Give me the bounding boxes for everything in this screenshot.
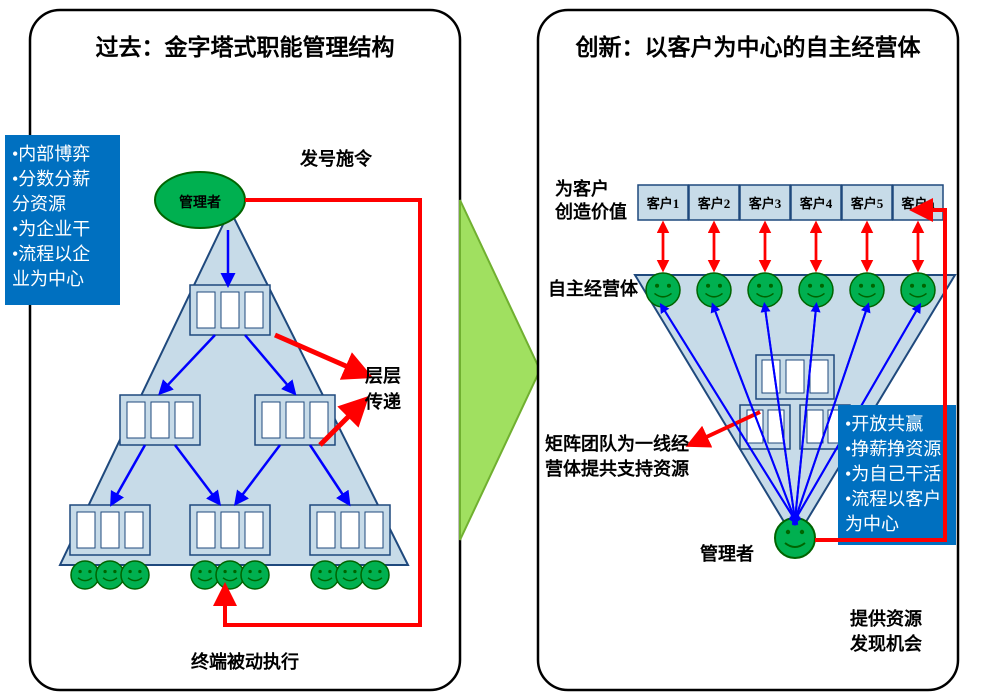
svg-text:客户5: 客户5 (851, 196, 884, 211)
right-blue-box: •开放共赢 •挣薪挣资源 •为自己干活 •流程以客户 为中心 (838, 405, 956, 545)
svg-text:•开放共赢: •开放共赢 (845, 413, 923, 434)
svg-text:•分数分薪: •分数分薪 (12, 169, 90, 189)
svg-text:提供资源: 提供资源 (850, 608, 922, 629)
svg-text:自主经营体: 自主经营体 (548, 278, 639, 299)
svg-text:业为中心: 业为中心 (12, 269, 84, 289)
level1-block (190, 285, 270, 335)
svg-text:为中心: 为中心 (845, 514, 899, 534)
svg-text:•为企业干: •为企业干 (12, 219, 90, 239)
svg-text:管理者: 管理者 (700, 543, 754, 564)
svg-text:为客户: 为客户 (555, 178, 609, 199)
right-title: 创新：以客户为中心的自主经营体 (575, 34, 922, 60)
svg-text:•流程以企: •流程以企 (12, 244, 90, 264)
big-arrow (460, 200, 540, 540)
svg-text:终端被动执行: 终端被动执行 (191, 651, 299, 672)
manager-node: 管理者 (155, 172, 245, 228)
svg-text:客户4: 客户4 (800, 196, 833, 211)
svg-text:创造价值: 创造价值 (554, 201, 627, 222)
svg-text:•为自己干活: •为自己干活 (845, 464, 941, 484)
bottom-faces (71, 561, 389, 589)
svg-text:分资源: 分资源 (12, 194, 66, 214)
level3-blocks (70, 505, 390, 555)
svg-text:营体提共支持资源: 营体提共支持资源 (545, 458, 689, 479)
svg-text:•挣薪挣资源: •挣薪挣资源 (845, 439, 941, 459)
svg-text:层层: 层层 (365, 366, 401, 386)
left-panel: 过去：金字塔式职能管理结构 •内部博弈 •分数分薪 分资源 •为企业干 •流程以… (5, 10, 460, 690)
client-row: 客户1客户2客户3客户4客户5客户n (638, 185, 943, 220)
svg-text:矩阵团队为一线经: 矩阵团队为一线经 (545, 433, 689, 454)
svg-text:客户1: 客户1 (647, 196, 680, 211)
order-label: 发号施令 (299, 148, 373, 169)
right-manager (775, 518, 815, 558)
svg-text:传递: 传递 (364, 391, 401, 412)
left-blue-box: •内部博弈 •分数分薪 分资源 •为企业干 •流程以企 业为中心 (5, 135, 120, 305)
svg-text:管理者: 管理者 (179, 194, 221, 211)
svg-text:•流程以客户: •流程以客户 (845, 489, 941, 509)
svg-text:•内部博弈: •内部博弈 (12, 144, 90, 164)
right-panel: 创新：以客户为中心的自主经营体 为客户 创造价值 客户1 客户2 客户3 客户4 客户5… (538, 10, 958, 690)
svg-text:发现机会: 发现机会 (849, 633, 922, 654)
svg-text:客户3: 客户3 (749, 196, 782, 211)
svg-text:客户2: 客户2 (698, 196, 731, 211)
left-title: 过去：金字塔式职能管理结构 (96, 34, 395, 60)
